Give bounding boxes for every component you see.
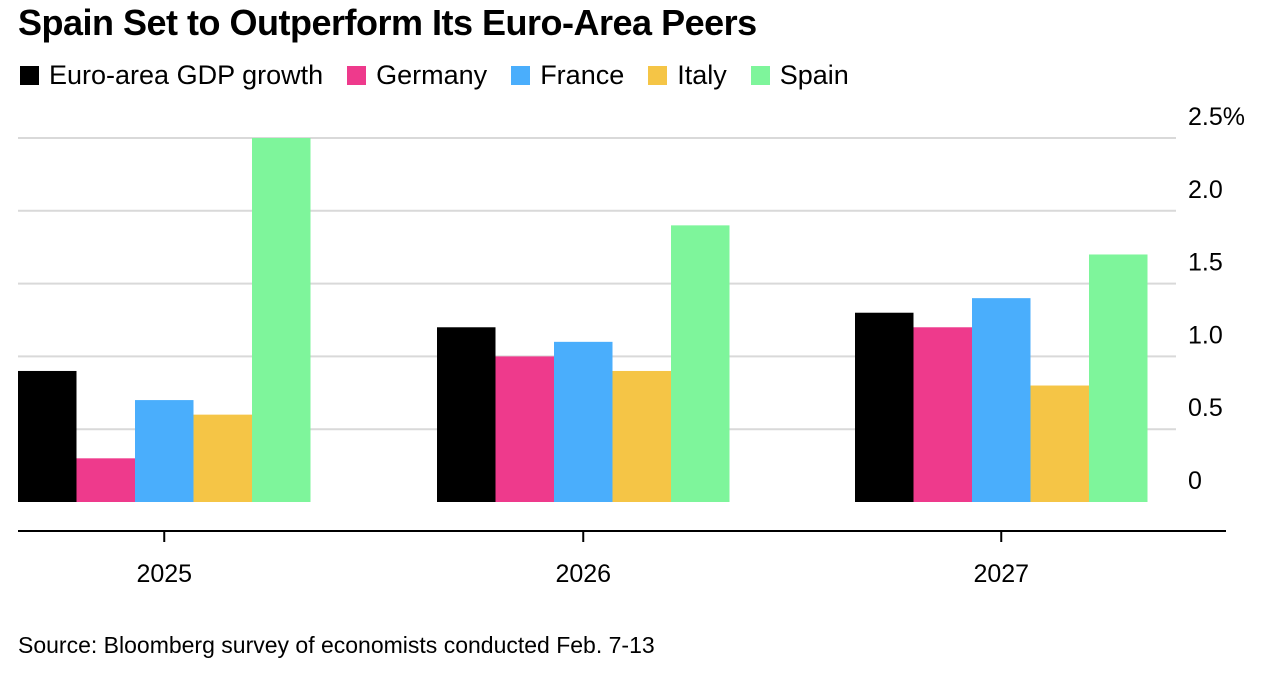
bar-italy-2027: [1030, 385, 1089, 502]
bar-france-2027: [972, 298, 1031, 502]
bars: [18, 138, 1148, 503]
legend-item: Germany: [347, 60, 487, 91]
legend-swatch: [511, 66, 531, 85]
y-tick-label: 2.0: [1188, 176, 1223, 204]
legend-swatch: [750, 66, 770, 85]
source-note: Source: Bloomberg survey of economists c…: [18, 632, 655, 658]
y-tick-label: 1.0: [1188, 321, 1223, 349]
bar-euro-area-gdp-growth-2026: [437, 327, 496, 502]
legend-label: Italy: [677, 60, 727, 90]
x-tick-label: 2027: [973, 560, 1029, 588]
chart-title: Spain Set to Outperform Its Euro-Area Pe…: [18, 2, 757, 43]
y-tick-label: 0.5: [1188, 394, 1223, 422]
legend-swatch: [20, 66, 39, 85]
bar-italy-2025: [193, 414, 252, 502]
x-tick-label: 2025: [136, 560, 192, 588]
bar-france-2026: [554, 341, 613, 502]
legend-item: Spain: [750, 60, 849, 91]
bar-euro-area-gdp-growth-2025: [18, 370, 77, 502]
y-axis-ticks: 0 0.5 1.0 1.5 2.0 2.5%: [1188, 103, 1245, 495]
y-tick-label: 2.5%: [1188, 103, 1245, 131]
legend-item: Euro-area GDP growth: [20, 60, 323, 91]
y-tick-label: 1.5: [1188, 249, 1223, 277]
bar-italy-2026: [612, 370, 671, 502]
bar-spain-2025: [252, 138, 311, 502]
legend-swatch: [347, 66, 367, 85]
bar-germany-2026: [495, 356, 554, 502]
bar-france-2025: [135, 400, 194, 502]
bar-spain-2026: [671, 225, 730, 503]
legend-label: Germany: [376, 60, 488, 90]
legend-item: Italy: [648, 60, 727, 91]
bar-euro-area-gdp-growth-2027: [855, 312, 914, 502]
legend-label: France: [540, 60, 625, 90]
bar-germany-2025: [76, 458, 135, 502]
legend: Euro-area GDP growth Germany France Italy Sp…: [20, 60, 873, 91]
y-tick-label: 0: [1188, 467, 1202, 495]
legend-swatch: [648, 66, 668, 85]
legend-item: France: [511, 60, 624, 91]
legend-label: Spain: [779, 60, 849, 90]
x-axis: 2025 2026 2027: [18, 530, 1226, 588]
legend-label: Euro-area GDP growth: [49, 60, 324, 90]
bar-spain-2027: [1089, 254, 1148, 502]
x-tick-label: 2026: [555, 560, 611, 588]
bar-germany-2027: [913, 327, 972, 502]
